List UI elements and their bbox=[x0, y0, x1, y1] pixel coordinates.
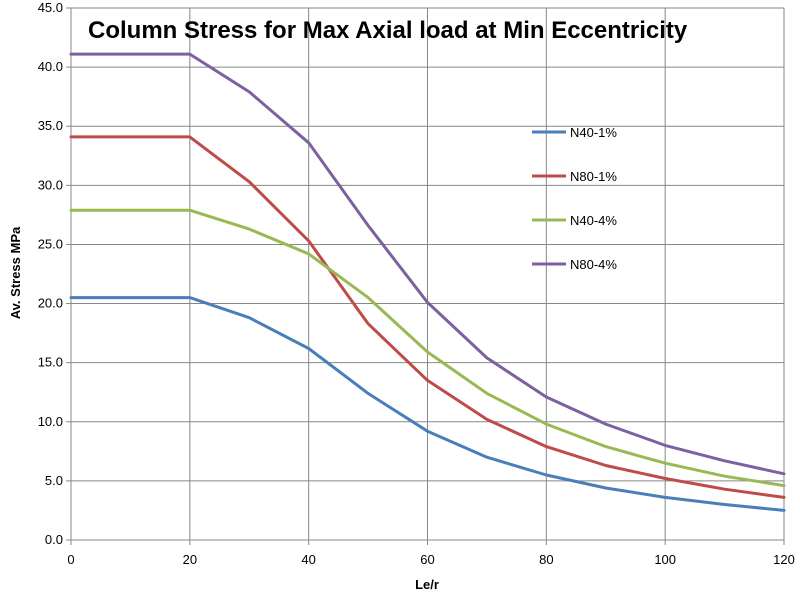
y-tick-labels: 0.0 5.0 10.0 15.0 20.0 25.0 30.0 35.0 40.0 45.0 bbox=[38, 0, 63, 547]
x-tick-label: 20 bbox=[183, 552, 197, 567]
x-tick-label: 100 bbox=[654, 552, 676, 567]
x-tick-label: 120 bbox=[773, 552, 795, 567]
legend: N40-1% N80-1% N40-4% N80-4% bbox=[532, 125, 617, 272]
legend-label: N80-1% bbox=[570, 169, 617, 184]
series-line-n80-4- bbox=[69, 52, 786, 476]
y-tick-label: 5.0 bbox=[45, 473, 63, 488]
x-axis-title: Le/r bbox=[415, 577, 439, 592]
series-line-n80-1- bbox=[69, 135, 786, 499]
x-tick-label: 80 bbox=[539, 552, 553, 567]
y-tick-label: 10.0 bbox=[38, 414, 63, 429]
y-tick-label: 15.0 bbox=[38, 355, 63, 370]
series-line-n40-1- bbox=[69, 296, 786, 512]
gridlines bbox=[71, 7, 785, 540]
x-tick-label: 60 bbox=[420, 552, 434, 567]
y-tick-label: 45.0 bbox=[38, 0, 63, 15]
legend-label: N80-4% bbox=[570, 257, 617, 272]
legend-label: N40-4% bbox=[570, 213, 617, 228]
axes bbox=[66, 7, 785, 545]
y-tick-label: 20.0 bbox=[38, 296, 63, 311]
x-tick-labels: 0 20 40 60 80 100 120 bbox=[67, 552, 794, 567]
y-tick-label: 0.0 bbox=[45, 532, 63, 547]
y-tick-label: 30.0 bbox=[38, 177, 63, 192]
y-tick-label: 40.0 bbox=[38, 59, 63, 74]
x-tick-label: 40 bbox=[301, 552, 315, 567]
y-tick-label: 35.0 bbox=[38, 118, 63, 133]
series-lines bbox=[69, 52, 786, 512]
legend-label: N40-1% bbox=[570, 125, 617, 140]
y-tick-label: 25.0 bbox=[38, 236, 63, 251]
series-line-n40-4- bbox=[69, 208, 786, 488]
chart-title: Column Stress for Max Axial load at Min … bbox=[88, 17, 688, 44]
y-axis-title: Av. Stress MPa bbox=[8, 226, 23, 319]
x-tick-label: 0 bbox=[67, 552, 74, 567]
